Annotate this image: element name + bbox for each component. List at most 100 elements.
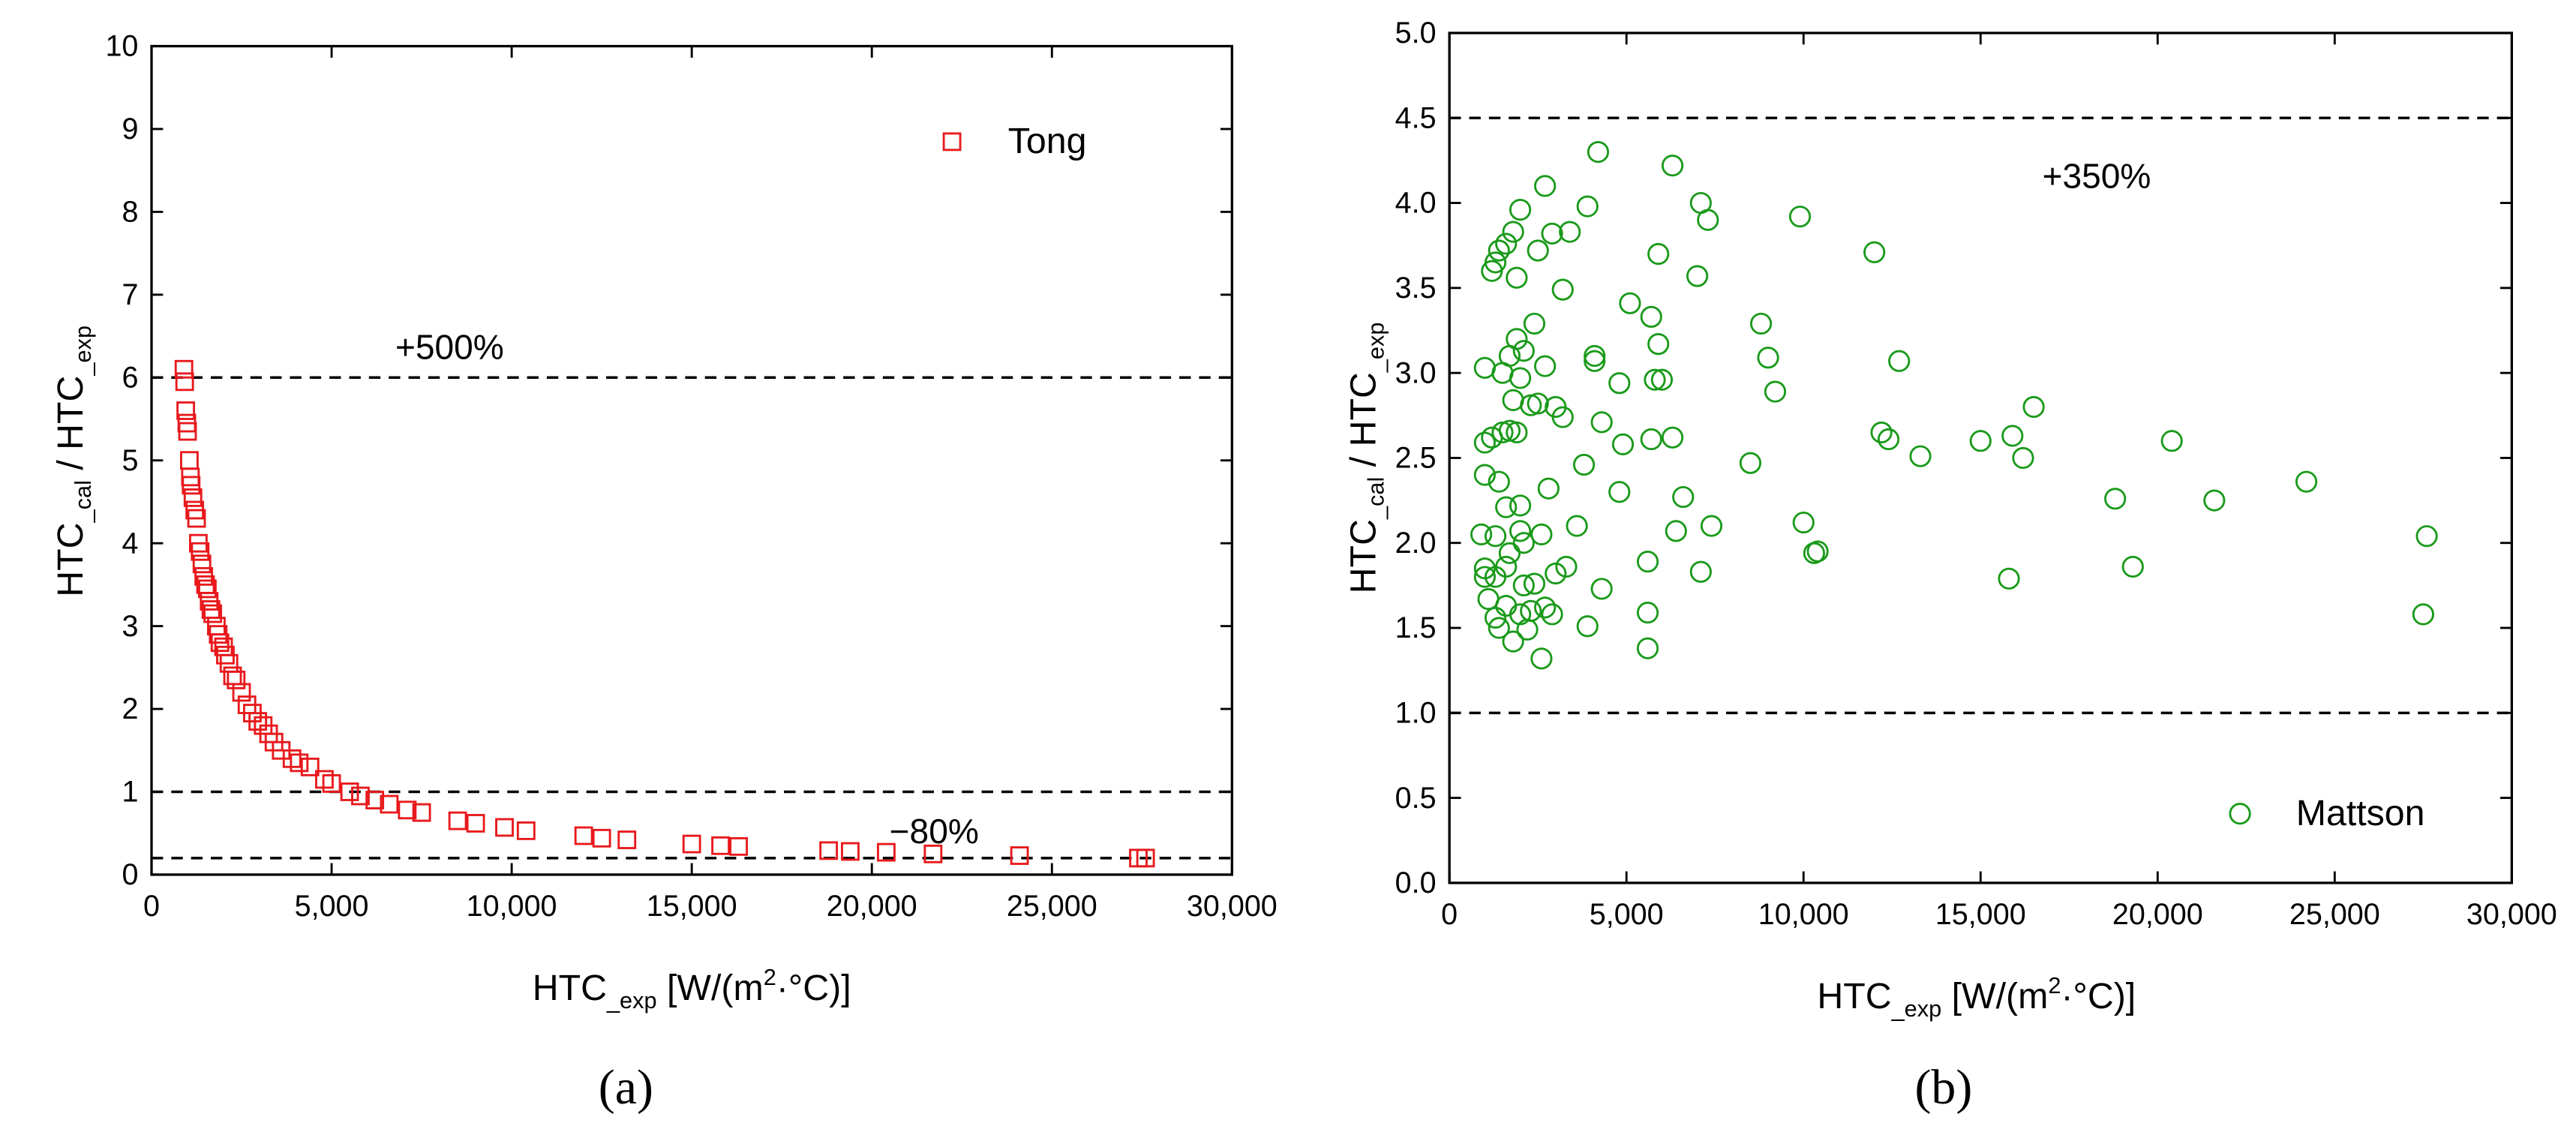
x-tick-label: 30,000 — [2466, 898, 2557, 931]
point — [1527, 239, 1549, 262]
point — [1545, 562, 1567, 585]
point — [1473, 464, 1496, 486]
point — [1534, 596, 1557, 619]
point — [1576, 615, 1599, 638]
x-axis-label: HTC_exp [W/(m2·°C)] — [533, 964, 851, 1013]
point — [183, 488, 203, 507]
point — [2104, 488, 2127, 510]
point — [1764, 380, 1787, 403]
x-tick-label: 20,000 — [827, 890, 917, 923]
point — [223, 666, 242, 686]
point — [1792, 511, 1815, 534]
point — [1502, 221, 1524, 243]
point — [1551, 406, 1574, 428]
point — [1470, 523, 1493, 546]
point — [1559, 221, 1581, 243]
point — [1661, 155, 1684, 177]
x-tick-label: 25,000 — [1007, 890, 1097, 923]
y-tick-label: 5 — [122, 444, 138, 477]
point — [1520, 599, 1542, 622]
y-tick-label: 3.0 — [1395, 356, 1437, 389]
point — [592, 828, 611, 848]
x-axis-label-part: 2 — [764, 964, 776, 990]
y-tick-label: 4 — [122, 527, 138, 560]
point — [448, 811, 467, 830]
x-tick-label: 25,000 — [2289, 898, 2380, 931]
point — [1488, 470, 1510, 493]
point — [1644, 368, 1666, 391]
x-axis-label-part: _exp — [1891, 995, 1942, 1022]
point — [682, 834, 701, 854]
point — [1509, 199, 1532, 221]
point — [1555, 555, 1578, 578]
annotation: −80% — [890, 812, 979, 851]
point — [1661, 426, 1684, 449]
point — [2022, 395, 2045, 419]
point — [1739, 452, 1762, 474]
y-tick-label: 9 — [122, 113, 138, 146]
y-tick-label: 10 — [105, 30, 138, 63]
x-tick-label: 15,000 — [647, 890, 737, 923]
point — [1512, 574, 1535, 596]
point — [203, 604, 223, 623]
point — [300, 757, 320, 776]
point — [1512, 340, 1535, 362]
point — [466, 814, 485, 833]
y-tick-label: 2 — [122, 692, 138, 725]
point — [1806, 540, 1829, 563]
point — [1541, 222, 1563, 245]
point — [380, 794, 399, 814]
point — [175, 372, 194, 392]
y-axis-label-part: _cal — [1362, 477, 1389, 520]
point — [2295, 470, 2318, 493]
y-axis-label-part: _exp — [1362, 323, 1389, 374]
y-tick-label: 2.0 — [1395, 527, 1437, 560]
point — [398, 800, 417, 820]
point — [2203, 489, 2226, 512]
y-tick-label: 1 — [122, 776, 138, 809]
point — [1689, 560, 1712, 583]
y-axis-label-part: _cal — [70, 480, 96, 523]
point — [232, 683, 251, 702]
x-tick-label: 10,000 — [467, 890, 557, 923]
point — [176, 401, 196, 420]
x-tick-label: 30,000 — [1187, 890, 1277, 923]
point — [1527, 392, 1549, 415]
point — [1665, 520, 1687, 542]
point — [1686, 265, 1709, 287]
y-tick-label: 4.5 — [1395, 101, 1437, 134]
point — [1506, 421, 1528, 444]
point — [1636, 637, 1659, 659]
point — [1870, 421, 1893, 444]
point — [1672, 485, 1695, 509]
plot-frame — [150, 44, 1233, 876]
point — [412, 803, 431, 822]
point — [877, 842, 896, 862]
point — [1537, 477, 1560, 500]
point — [1534, 175, 1557, 197]
point — [1534, 355, 1557, 377]
annotation: +350% — [2043, 156, 2151, 195]
x-tick-label: 10,000 — [1758, 898, 1849, 931]
point — [1473, 566, 1496, 588]
point — [1611, 433, 1635, 455]
point — [1509, 603, 1532, 626]
y-tick-label: 2.5 — [1395, 442, 1437, 475]
point — [182, 476, 201, 495]
y-tick-label: 5.0 — [1395, 17, 1437, 50]
point — [1636, 551, 1659, 573]
point — [1697, 209, 1719, 231]
y-axis-label-part: HTC — [50, 522, 91, 596]
point — [1647, 333, 1670, 356]
point — [841, 842, 860, 861]
point — [1506, 266, 1528, 289]
legend-label: Mattson — [2296, 793, 2425, 833]
point — [1498, 542, 1521, 564]
point — [574, 826, 593, 845]
point — [1530, 523, 1553, 546]
point — [1484, 606, 1507, 629]
point — [1757, 347, 1779, 369]
x-tick-label: 5,000 — [295, 890, 369, 923]
point — [290, 753, 309, 773]
